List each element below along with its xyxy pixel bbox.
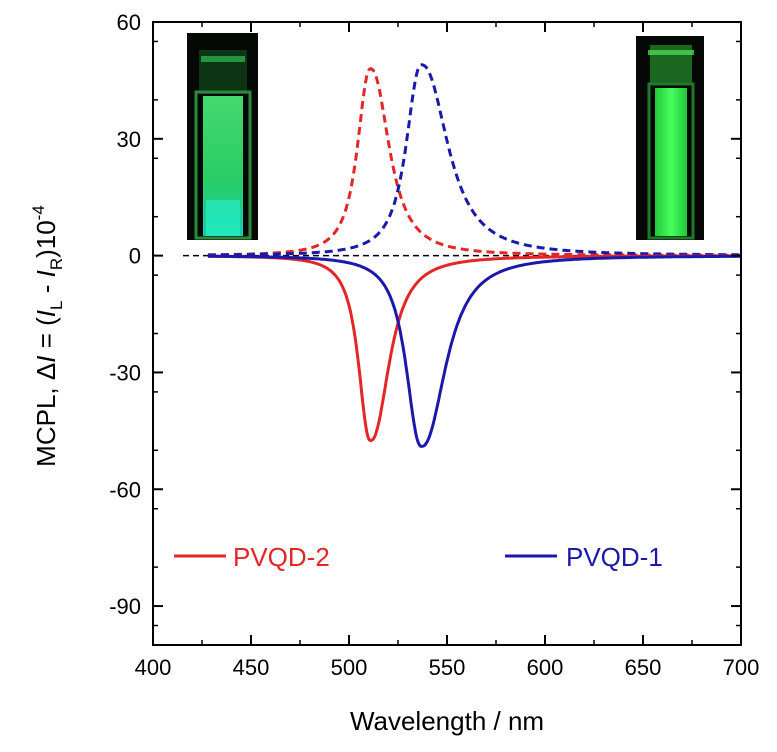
x-tick-label: 700 bbox=[723, 655, 760, 680]
y-tick-label: -90 bbox=[109, 594, 141, 619]
cuvette-photo-left bbox=[187, 33, 258, 240]
legend-pvqd-1: PVQD-1 bbox=[505, 542, 663, 572]
series-pvqd-1 bbox=[207, 254, 741, 448]
x-tick-label: 600 bbox=[527, 655, 564, 680]
y-tick-label: -30 bbox=[109, 360, 141, 385]
series-pvqd-2-pl bbox=[207, 67, 741, 257]
legend-pvqd-2: PVQD-2 bbox=[174, 542, 330, 572]
y-tick-label: 0 bbox=[129, 244, 141, 269]
x-tick-label: 450 bbox=[233, 655, 270, 680]
x-tick-label: 400 bbox=[135, 655, 172, 680]
x-tick-label: 550 bbox=[429, 655, 466, 680]
x-tick-label: 650 bbox=[625, 655, 662, 680]
y-tick-label: -60 bbox=[109, 477, 141, 502]
y-axis: 60 30 0 -30 -60 -90 bbox=[109, 10, 741, 627]
series-group bbox=[207, 63, 741, 448]
legend-label-pvqd-1: PVQD-1 bbox=[566, 542, 663, 572]
y-tick-label: 60 bbox=[117, 10, 141, 35]
cuvette-photo-right bbox=[636, 36, 704, 240]
x-tick-label: 500 bbox=[331, 655, 368, 680]
x-axis: 400 450 500 550 600 650 700 bbox=[135, 22, 760, 680]
x-axis-title: Wavelength / nm bbox=[350, 706, 544, 736]
y-tick-label: 30 bbox=[117, 127, 141, 152]
svg-text:MCPL, ΔI = (IL - IR)10-4: MCPL, ΔI = (IL - IR)10-4 bbox=[29, 205, 66, 467]
y-axis-title: MCPL, ΔI = (IL - IR)10-4 bbox=[29, 205, 66, 467]
legend-label-pvqd-2: PVQD-2 bbox=[233, 542, 330, 572]
series-pvqd-2 bbox=[207, 254, 741, 443]
series-pvqd-1-pl bbox=[207, 63, 741, 257]
